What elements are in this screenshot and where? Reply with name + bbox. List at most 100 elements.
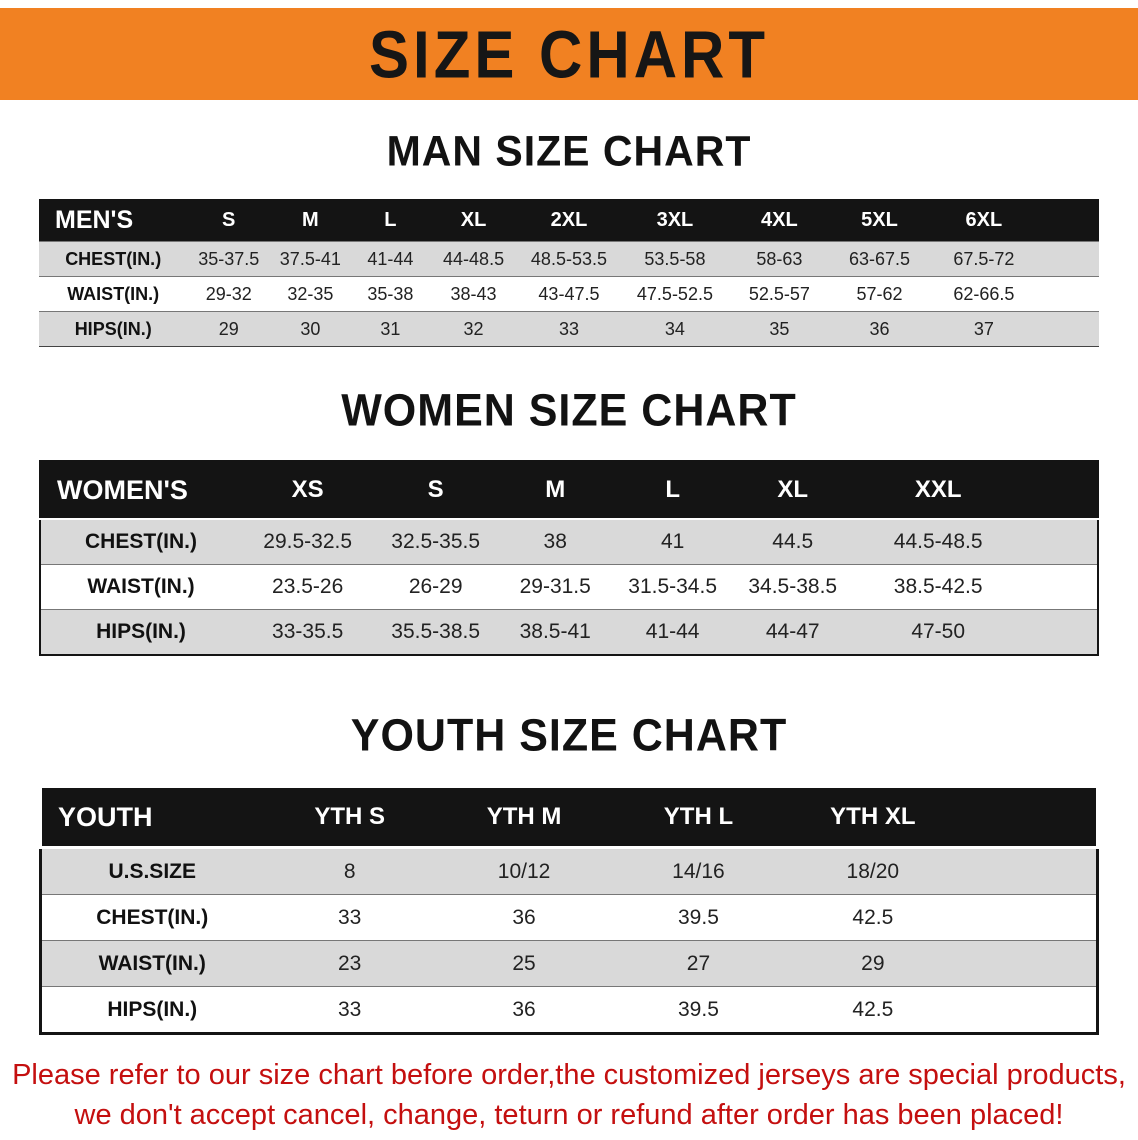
table-cell: 35-38	[350, 276, 431, 312]
women-section-heading: WOMEN SIZE CHART	[341, 385, 797, 437]
column-header: 5XL	[829, 199, 930, 242]
filler-cell	[1038, 311, 1099, 347]
row-label: CHEST(IN.)	[40, 894, 263, 941]
filler-cell	[1038, 241, 1099, 277]
column-header: 2XL	[517, 199, 621, 242]
table-cell: 36	[436, 894, 612, 941]
column-header: S	[374, 461, 498, 520]
table-cell: 38	[497, 518, 614, 565]
row-label: U.S.SIZE	[40, 847, 263, 895]
column-header: M	[270, 199, 351, 242]
youth-corner-label: YOUTH	[39, 785, 263, 849]
column-header: YTH S	[262, 785, 437, 849]
table-cell: 53.5-58	[620, 241, 729, 277]
youth-header-row: YOUTH YTH S YTH M YTH L YTH XL	[39, 785, 1100, 849]
filler-cell	[960, 847, 1098, 895]
table-cell: 47.5-52.5	[620, 276, 729, 312]
table-cell: 32.5-35.5	[374, 518, 498, 565]
table-cell: 35	[729, 311, 830, 347]
filler-cell	[1022, 518, 1098, 565]
column-header: 6XL	[929, 199, 1039, 242]
table-cell: 34.5-38.5	[731, 564, 854, 610]
table-row: CHEST(IN.) 33 36 39.5 42.5	[40, 894, 1098, 941]
filler-cell	[1038, 199, 1099, 242]
women-corner-label: WOMEN'S	[40, 461, 242, 520]
table-cell: 18/20	[785, 847, 961, 895]
column-header: M	[497, 461, 614, 520]
column-header: XS	[241, 461, 375, 520]
table-cell: 58-63	[729, 241, 830, 277]
column-header: L	[613, 461, 732, 520]
table-cell: 38.5-42.5	[853, 564, 1023, 610]
row-label: WAIST(IN.)	[39, 276, 188, 312]
table-cell: 47-50	[853, 609, 1023, 656]
filler-cell	[1022, 564, 1098, 610]
table-cell: 37.5-41	[270, 241, 351, 277]
column-header: 3XL	[620, 199, 729, 242]
table-cell: 62-66.5	[929, 276, 1039, 312]
men-header-row: MEN'S S M L XL 2XL 3XL 4XL 5XL 6XL	[39, 199, 1099, 242]
men-corner-label: MEN'S	[39, 199, 188, 242]
disclaimer: Please refer to our size chart before or…	[0, 1055, 1138, 1135]
table-cell: 44-47	[731, 609, 854, 656]
table-row: CHEST(IN.) 29.5-32.5 32.5-35.5 38 41 44.…	[40, 518, 1098, 565]
table-cell: 33	[262, 894, 437, 941]
table-cell: 29	[187, 311, 271, 347]
youth-section-heading: YOUTH SIZE CHART	[350, 710, 788, 762]
filler-cell	[960, 894, 1098, 941]
table-row: WAIST(IN.) 23 25 27 29	[40, 940, 1098, 987]
men-size-table: MEN'S S M L XL 2XL 3XL 4XL 5XL 6XL CHEST…	[39, 199, 1099, 347]
table-cell: 34	[620, 311, 729, 347]
table-cell: 52.5-57	[729, 276, 830, 312]
size-chart-banner: SIZE CHART	[0, 8, 1138, 100]
table-cell: 43-47.5	[517, 276, 621, 312]
column-header: YTH M	[436, 785, 612, 849]
disclaimer-line-1: Please refer to our size chart before or…	[12, 1059, 1126, 1091]
filler-cell	[960, 940, 1098, 987]
table-cell: 29.5-32.5	[241, 518, 375, 565]
table-row: U.S.SIZE 8 10/12 14/16 18/20	[40, 847, 1098, 895]
column-header: S	[187, 199, 271, 242]
table-cell: 57-62	[829, 276, 930, 312]
table-cell: 26-29	[374, 564, 498, 610]
table-row: WAIST(IN.) 29-32 32-35 35-38 38-43 43-47…	[39, 276, 1099, 312]
table-cell: 63-67.5	[829, 241, 930, 277]
table-cell: 29	[785, 940, 961, 987]
man-section-heading: MAN SIZE CHART	[386, 126, 752, 176]
column-header: 4XL	[729, 199, 830, 242]
table-cell: 39.5	[611, 894, 786, 941]
table-row: WAIST(IN.) 23.5-26 26-29 29-31.5 31.5-34…	[40, 564, 1098, 610]
row-label: WAIST(IN.)	[40, 564, 242, 610]
table-cell: 29-31.5	[497, 564, 614, 610]
table-cell: 30	[270, 311, 351, 347]
column-header: XXL	[853, 461, 1023, 520]
table-cell: 48.5-53.5	[517, 241, 621, 277]
table-cell: 41-44	[350, 241, 431, 277]
table-cell: 37	[929, 311, 1039, 347]
column-header: L	[350, 199, 431, 242]
column-header: XL	[430, 199, 518, 242]
table-cell: 32-35	[270, 276, 351, 312]
women-header-row: WOMEN'S XS S M L XL XXL	[40, 461, 1098, 520]
table-cell: 8	[262, 847, 437, 895]
table-cell: 14/16	[611, 847, 786, 895]
row-label: WAIST(IN.)	[40, 940, 263, 987]
column-header: XL	[731, 461, 854, 520]
table-cell: 31.5-34.5	[613, 564, 732, 610]
table-cell: 41-44	[613, 609, 732, 656]
table-cell: 23	[262, 940, 437, 987]
table-cell: 25	[436, 940, 612, 987]
table-cell: 33	[517, 311, 621, 347]
table-cell: 41	[613, 518, 732, 565]
table-row: HIPS(IN.) 33-35.5 35.5-38.5 38.5-41 41-4…	[40, 609, 1098, 656]
banner-title: SIZE CHART	[369, 16, 769, 92]
table-cell: 36	[436, 986, 612, 1034]
row-label: HIPS(IN.)	[39, 311, 188, 347]
women-size-table: WOMEN'S XS S M L XL XXL CHEST(IN.) 29.5-…	[39, 460, 1099, 656]
filler-cell	[1038, 276, 1099, 312]
row-label: HIPS(IN.)	[40, 986, 263, 1034]
disclaimer-line-2: we don't accept cancel, change, teturn o…	[74, 1099, 1064, 1132]
table-cell: 32	[430, 311, 518, 347]
row-label: CHEST(IN.)	[39, 241, 188, 277]
filler-cell	[960, 785, 1100, 849]
